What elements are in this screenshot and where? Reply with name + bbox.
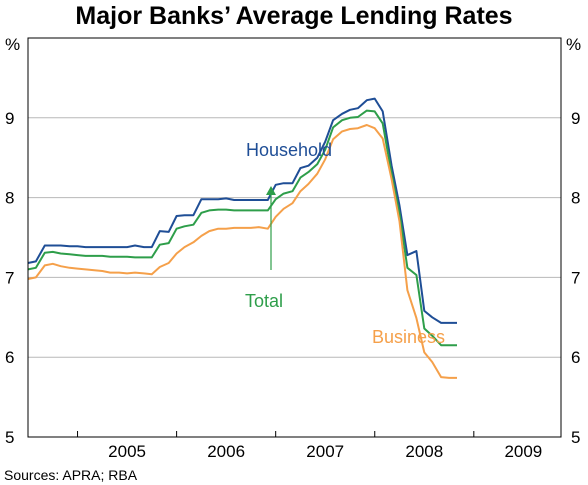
x-tick-label: 2008 xyxy=(405,442,443,461)
y-tick-label-right: 7 xyxy=(571,268,580,287)
y-tick-label-right: 6 xyxy=(571,348,580,367)
x-tick-label: 2006 xyxy=(207,442,245,461)
total-arrow xyxy=(266,186,276,270)
x-tick-label: 2005 xyxy=(108,442,146,461)
y-tick-label-left: 8 xyxy=(5,189,14,208)
y-tick-label-left: 6 xyxy=(5,348,14,367)
source-note: Sources: APRA; RBA xyxy=(4,467,138,483)
series-lines xyxy=(27,97,457,379)
total-label: Total xyxy=(245,291,283,311)
gridlines xyxy=(28,117,561,358)
y-tick-label-left: 9 xyxy=(5,109,14,128)
y-tick-label-left: 5 xyxy=(5,428,14,447)
business-label: Business xyxy=(372,327,445,347)
left-unit-label: % xyxy=(5,35,20,54)
x-tick-label: 2009 xyxy=(504,442,542,461)
y-tick-label-right: 8 xyxy=(571,189,580,208)
chart-title: Major Banks’ Average Lending Rates xyxy=(75,2,512,30)
y-tick-label-right: 5 xyxy=(571,428,580,447)
total-series-line xyxy=(27,109,457,347)
plot-frame xyxy=(27,37,562,438)
business-series-line xyxy=(27,124,457,379)
y-axis-left: 5 6 7 8 9 xyxy=(5,109,14,447)
y-tick-label-right: 9 xyxy=(571,109,580,128)
household-label: Household xyxy=(246,140,332,160)
y-axis-right: 5 6 7 8 9 xyxy=(571,109,580,447)
x-tick-label: 2007 xyxy=(306,442,344,461)
x-axis: 2005 2006 2007 2008 2009 xyxy=(77,431,542,461)
y-tick-label-left: 7 xyxy=(5,268,14,287)
right-unit-label: % xyxy=(566,35,581,54)
household-series-line xyxy=(27,97,457,324)
